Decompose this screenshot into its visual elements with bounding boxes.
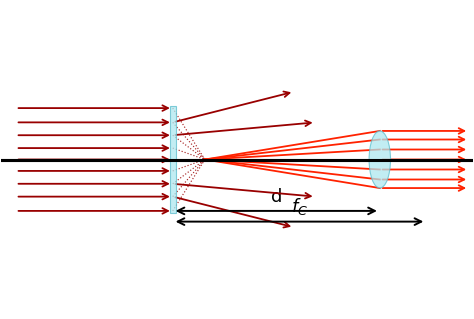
Bar (170, 106, 175, 213)
Text: $f_C$: $f_C$ (291, 196, 308, 217)
Ellipse shape (369, 131, 391, 188)
Text: d: d (271, 188, 282, 206)
